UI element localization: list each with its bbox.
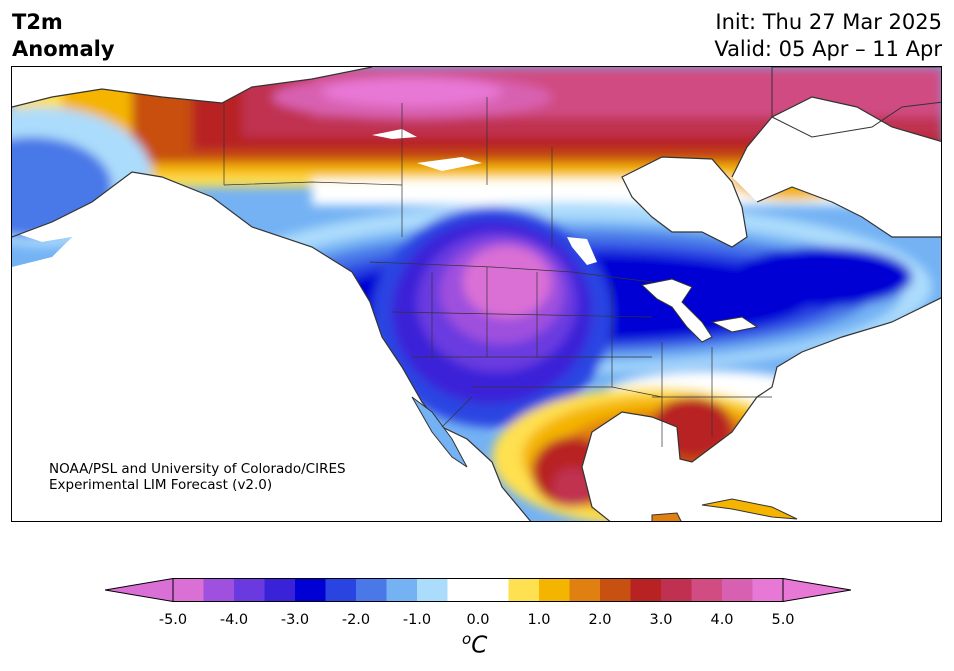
colorbar-tick-label: 1.0 <box>527 612 551 628</box>
great-slave-lake <box>417 157 482 171</box>
colorbar-tick-label: -4.0 <box>219 612 249 628</box>
colorbar-tick-label: 4.0 <box>710 612 734 628</box>
colorbar-unit: oC <box>462 630 487 659</box>
colorbar-segment <box>478 578 509 602</box>
credit-line-1: NOAA/PSL and University of Colorado/CIRE… <box>49 461 346 477</box>
colorbar-segment <box>661 578 692 602</box>
colorbar-tick-label: -1.0 <box>402 612 432 628</box>
colorbar-segment <box>325 578 357 602</box>
colorbar-segment <box>752 578 784 602</box>
colorbar-tick-label: 5.0 <box>771 612 795 628</box>
colorbar-tick-label: -3.0 <box>280 612 310 628</box>
colorbar-tick-label: 2.0 <box>588 612 612 628</box>
colorbar-unit-letter: C <box>471 632 488 659</box>
colorbar-tick-label: -2.0 <box>341 612 371 628</box>
colorbar-segment <box>447 578 479 602</box>
colorbar-segment <box>173 578 204 602</box>
colorbar-segments <box>105 578 851 602</box>
colorbar-segment <box>600 578 631 602</box>
colorbar-segment <box>722 578 753 602</box>
colorbar <box>105 578 851 602</box>
colorbar-segment <box>264 578 296 602</box>
colorbar-unit-superscript: o <box>462 630 472 648</box>
colorbar-segment <box>417 578 448 602</box>
great-bear-lake <box>372 129 417 139</box>
colorbar-ticks: -5.0 -4.0 -3.0 -2.0 -1.0 0.0 1.0 2.0 3.0 4.0 5.0 <box>0 612 954 632</box>
colorbar-segment <box>295 578 326 602</box>
colorbar-segment <box>569 578 601 602</box>
colorbar-segment <box>356 578 387 602</box>
init-date: Init: Thu 27 Mar 2025 <box>715 10 942 34</box>
colorbar-outline <box>172 578 784 602</box>
colorbar-segment <box>539 578 570 602</box>
anomaly-map <box>12 67 941 521</box>
political-borders <box>223 97 772 447</box>
colorbar-segment <box>386 578 418 602</box>
valid-period: Valid: 05 Apr – 11 Apr <box>714 37 942 61</box>
colorbar-segment <box>203 578 235 602</box>
map-title: T2m Anomaly <box>12 9 115 63</box>
credit-line-2: Experimental LIM Forecast (v2.0) <box>49 477 273 493</box>
colorbar-tick-label: 3.0 <box>649 612 673 628</box>
colorbar-segment <box>691 578 723 602</box>
title-variable: T2m <box>12 10 63 34</box>
colorbar-segment <box>234 578 265 602</box>
map-panel <box>11 66 942 522</box>
anomaly-field <box>12 67 941 521</box>
colorbar-segment <box>508 578 540 602</box>
colorbar-extend-low <box>105 578 174 602</box>
colorbar-extend-high <box>782 578 851 602</box>
forecast-info: Init: Thu 27 Mar 2025 Valid: 05 Apr – 11… <box>714 9 942 63</box>
title-type: Anomaly <box>12 37 115 61</box>
colorbar-tick-label: -5.0 <box>158 612 188 628</box>
hudson-bay <box>621 156 748 248</box>
colorbar-segment <box>630 578 662 602</box>
lake-winnipeg <box>567 237 597 265</box>
great-lakes <box>640 278 713 343</box>
colorbar-tick-label: 0.0 <box>466 612 490 628</box>
credit-text: NOAA/PSL and University of Colorado/CIRE… <box>49 461 346 493</box>
cuba <box>701 498 798 520</box>
lake-erie <box>710 316 759 333</box>
